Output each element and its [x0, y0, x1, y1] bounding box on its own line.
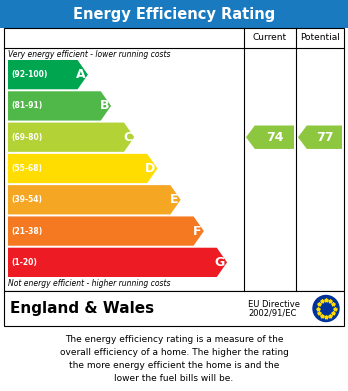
Text: C: C: [123, 131, 132, 144]
Text: D: D: [145, 162, 156, 175]
Text: (1-20): (1-20): [11, 258, 37, 267]
Text: Not energy efficient - higher running costs: Not energy efficient - higher running co…: [8, 279, 171, 288]
Text: (69-80): (69-80): [11, 133, 42, 142]
Text: E: E: [170, 193, 179, 206]
Text: F: F: [193, 224, 202, 238]
Text: Very energy efficient - lower running costs: Very energy efficient - lower running co…: [8, 50, 171, 59]
Polygon shape: [8, 60, 88, 89]
Polygon shape: [8, 91, 111, 120]
Text: EU Directive: EU Directive: [248, 300, 300, 309]
Polygon shape: [8, 185, 181, 214]
Text: 77: 77: [316, 131, 333, 144]
Text: (21-38): (21-38): [11, 226, 42, 235]
Polygon shape: [8, 154, 157, 183]
Polygon shape: [8, 217, 204, 246]
Bar: [4, 28, 344, 291]
Text: Potential: Potential: [300, 34, 340, 43]
Bar: [4, 291, 344, 326]
Text: 74: 74: [266, 131, 283, 144]
Text: A: A: [76, 68, 86, 81]
Text: Current: Current: [253, 34, 287, 43]
Bar: [0, 0, 348, 28]
Text: G: G: [215, 256, 225, 269]
Text: (81-91): (81-91): [11, 101, 42, 110]
Polygon shape: [246, 126, 294, 149]
Text: B: B: [100, 99, 109, 113]
Polygon shape: [8, 248, 227, 277]
Text: England & Wales: England & Wales: [10, 301, 154, 316]
Circle shape: [313, 296, 339, 321]
Text: (55-68): (55-68): [11, 164, 42, 173]
Text: 2002/91/EC: 2002/91/EC: [248, 309, 296, 318]
Text: (39-54): (39-54): [11, 195, 42, 204]
Text: Energy Efficiency Rating: Energy Efficiency Rating: [73, 7, 275, 22]
Text: The energy efficiency rating is a measure of the
overall efficiency of a home. T: The energy efficiency rating is a measur…: [60, 335, 288, 383]
Polygon shape: [8, 122, 134, 152]
Text: (92-100): (92-100): [11, 70, 47, 79]
Polygon shape: [298, 126, 342, 149]
